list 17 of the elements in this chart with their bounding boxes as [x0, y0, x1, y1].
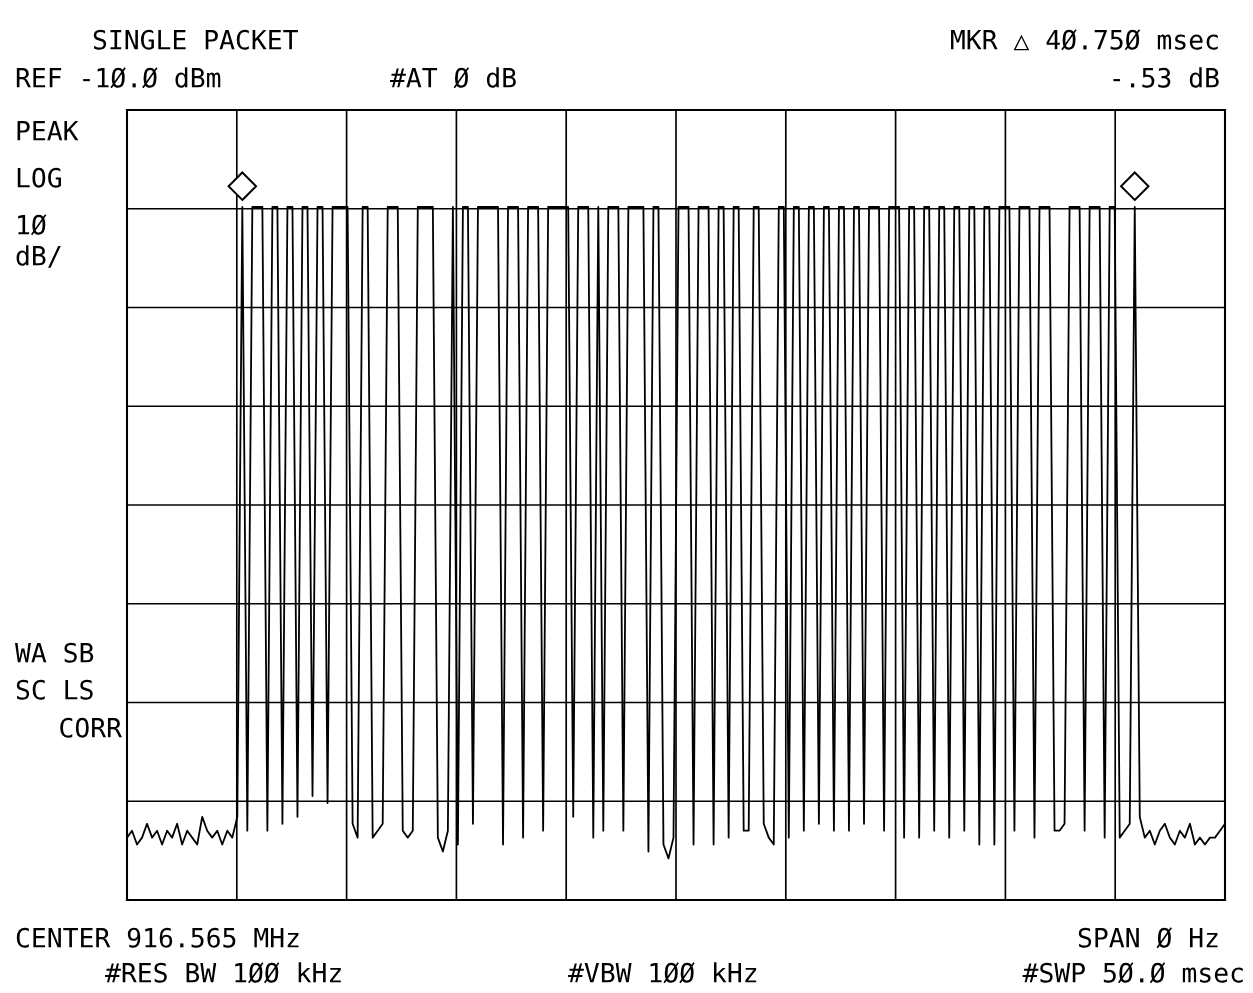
text: MKR △ 4Ø.75Ø msec [951, 29, 1218, 51]
text: dB/ [16, 245, 61, 268]
text: WA SB [15, 642, 94, 663]
text: SPAN Ø Hz [1078, 927, 1218, 949]
chart-title: SINGLE PACKET [93, 29, 298, 50]
text: CENTER 916.565 MHz [16, 927, 299, 948]
text: SC LS [16, 679, 93, 700]
text: -.53 dB [1113, 67, 1219, 88]
text: #SWP 5Ø.Ø msec [1022, 962, 1243, 984]
text: #RES BW 1ØØ kHz [105, 962, 341, 984]
text: #VBW 1ØØ kHz [568, 962, 757, 984]
text: #AT Ø dB [390, 67, 516, 89]
text: LOG [17, 167, 61, 188]
text: CORR [60, 717, 122, 738]
text: PEAK [17, 121, 79, 141]
text: REF -1Ø.Ø dBm [16, 67, 221, 89]
text: 1Ø [18, 214, 47, 236]
